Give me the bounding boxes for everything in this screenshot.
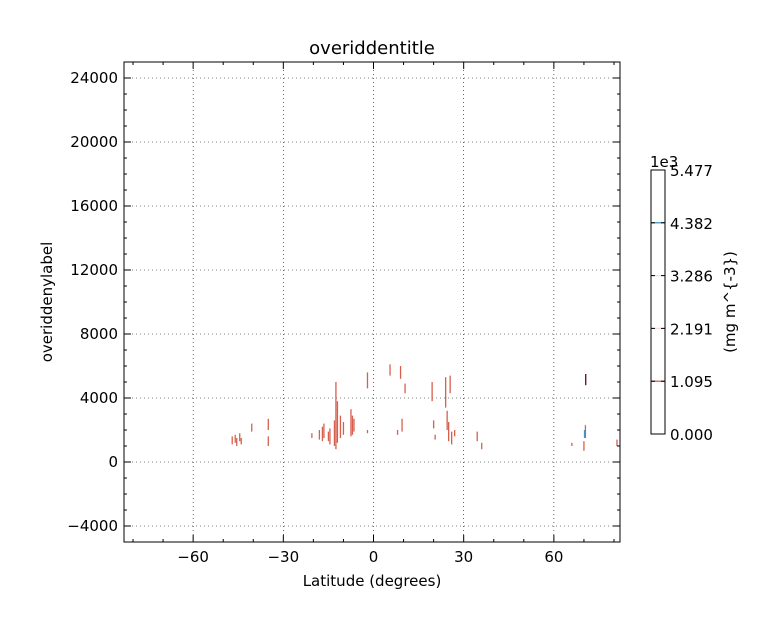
axis-ticks: −60 −30 0 30 60 −4000 0 4000 8000 12000 16000 20000… [67,61,620,566]
x-tick-label: 0 [369,548,379,566]
grid-lines [124,62,620,542]
colorbar-tick-label: 5.477 [670,162,713,180]
y-axis-label: overiddenylabel [38,242,56,363]
y-tick-label: 20000 [70,133,118,151]
y-tick-label: −4000 [67,517,118,535]
y-tick-label: 4000 [80,389,118,407]
x-axis-label: Latitude (degrees) [303,572,442,590]
colorbar-tick-label: 3.286 [670,268,713,286]
colorbar-frame [650,169,666,435]
colorbar-multiplier: 1e3 [650,153,678,171]
colorbar-label: (mg m^{-3}) [721,251,739,353]
x-tick-label: 60 [544,548,563,566]
y-tick-label: 0 [108,453,118,471]
colorbar-ticks: 0.000 1.095 2.191 3.286 4.382 5.477 [651,162,713,444]
colorbar-tick-label: 2.191 [670,320,713,338]
colorbar-tick-label: 0.000 [670,426,713,444]
plot-area: −60 −30 0 30 60 −4000 0 4000 8000 12000 16000 20000… [67,61,621,566]
x-tick-label: −60 [177,548,209,566]
x-tick-label: −30 [267,548,299,566]
y-tick-label: 8000 [80,325,118,343]
colorbar: 0.000 1.095 2.191 3.286 4.382 5.477 1e3 (mg m… [650,153,739,444]
x-tick-label: 30 [454,548,473,566]
y-tick-label: 24000 [70,69,118,87]
contour-lines [231,364,618,451]
y-tick-label: 12000 [70,261,118,279]
colorbar-tick-label: 1.095 [670,373,713,391]
colorbar-tick-label: 4.382 [670,215,713,233]
chart-title: overiddentitle [309,38,435,59]
y-tick-label: 16000 [70,197,118,215]
